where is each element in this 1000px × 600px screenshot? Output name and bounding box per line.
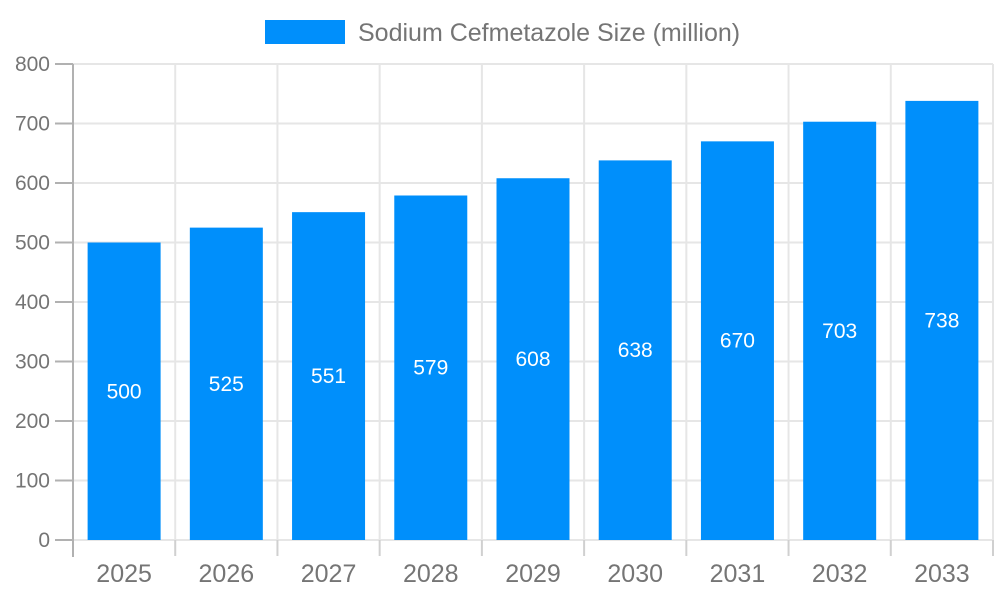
bar-value-label: 525 [209, 373, 244, 396]
bar-2030[interactable] [598, 160, 672, 540]
x-axis-tick-label: 2025 [96, 560, 152, 588]
bar-value-label: 551 [311, 365, 346, 388]
bar-2029[interactable] [496, 178, 570, 541]
x-axis-tick-label: 2032 [812, 560, 868, 588]
x-axis-tick-label: 2028 [403, 560, 459, 588]
y-axis-tick-label: 300 [15, 351, 50, 374]
x-axis-tick-label: 2030 [607, 560, 663, 588]
axis-labels: 0 100 200 300 400 500 600 700 800 2025 2026 2027 202… [15, 53, 970, 588]
bar-2025[interactable] [87, 242, 161, 541]
bar-2027[interactable] [292, 212, 366, 540]
x-axis-tick-label: 2026 [199, 560, 255, 588]
legend-label: Sodium Cefmetazole Size (million) [358, 19, 740, 47]
bar-2032[interactable] [803, 121, 877, 540]
bar-value-label: 738 [924, 309, 959, 332]
bar-value-label: 579 [413, 357, 448, 380]
y-axis-tick-label: 200 [15, 410, 50, 433]
y-axis-tick-label: 700 [15, 113, 50, 136]
bar-value-label: 703 [822, 320, 857, 343]
axes [55, 63, 994, 557]
y-axis-tick-label: 0 [38, 529, 50, 552]
legend-swatch [265, 20, 345, 44]
bar-2031[interactable] [700, 141, 774, 540]
bar-value-label: 638 [618, 339, 653, 362]
bars: 500 525 551 579 608 638 670 703 738 [87, 100, 979, 541]
x-axis-tick-label: 2029 [505, 560, 561, 588]
legend-item[interactable]: Sodium Cefmetazole Size (million) [265, 19, 740, 47]
bar-2026[interactable] [189, 227, 263, 540]
y-axis-tick-label: 100 [15, 470, 50, 493]
bar-value-label: 608 [515, 348, 550, 371]
y-axis-tick-label: 400 [15, 291, 50, 314]
bar-value-label: 670 [720, 330, 755, 353]
y-axis-tick-label: 500 [15, 232, 50, 255]
bar-2028[interactable] [394, 195, 468, 540]
bar-value-label: 500 [107, 380, 142, 403]
x-axis-tick-label: 2027 [301, 560, 357, 588]
x-axis-tick-label: 2031 [710, 560, 766, 588]
x-axis-tick-label: 2033 [914, 560, 970, 588]
y-axis-tick-label: 800 [15, 53, 50, 76]
bar-2033[interactable] [905, 100, 979, 540]
y-axis-tick-label: 600 [15, 172, 50, 195]
